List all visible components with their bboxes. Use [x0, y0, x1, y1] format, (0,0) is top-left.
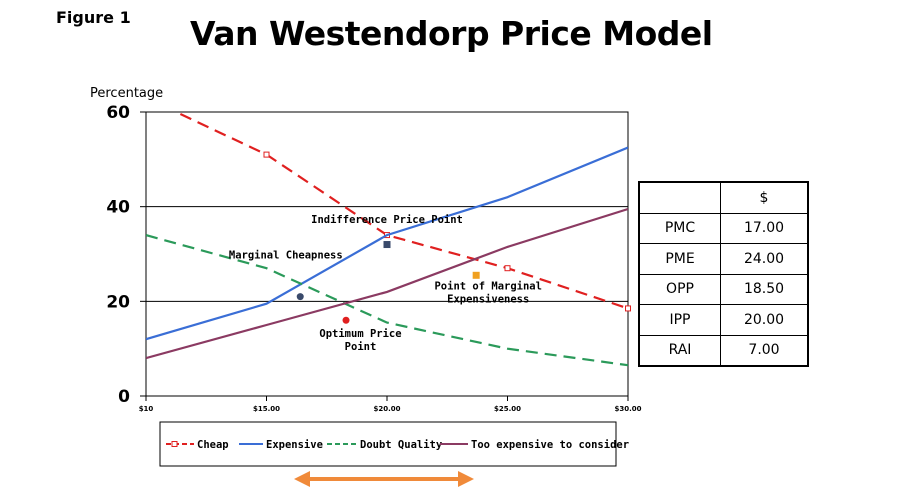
range-arrow-left-head [294, 471, 310, 487]
table-cell-metric: IPP [638, 304, 721, 336]
table-header-cell [638, 181, 721, 214]
table-cell-value: 20.00 [720, 304, 809, 336]
y-tick-label: 60 [106, 103, 130, 123]
series-marker [625, 305, 631, 312]
annotation-line: Optimum Price [319, 328, 401, 340]
legend-label: Too expensive to consider [471, 439, 629, 451]
range-arrow [294, 471, 474, 487]
chart-title: Van Westendorp Price Model [190, 14, 713, 53]
annotation-label: Indifference Price Point [311, 214, 463, 226]
price-table: $ PMC 17.00 PME 24.00 OPP 18.50 IPP 20.0… [638, 181, 809, 367]
legend-box [159, 421, 617, 467]
table-row: IPP 20.00 [638, 304, 809, 336]
y-axis-label: Percentage [90, 86, 163, 101]
table-cell-value: 24.00 [720, 243, 809, 275]
table-row: RAI 7.00 [638, 334, 809, 367]
range-arrow-right-head [458, 471, 474, 487]
table-cell-metric: PME [638, 243, 721, 275]
legend-marker [171, 441, 178, 447]
table-row: OPP 18.50 [638, 273, 809, 305]
table-cell-value: 7.00 [720, 334, 809, 367]
plot-frame [145, 111, 629, 397]
annotation-line: Indifference Price Point [311, 214, 463, 226]
annotation-line: Marginal Cheapness [229, 250, 343, 262]
point-optimum [342, 316, 350, 324]
table-cell-metric: RAI [638, 334, 721, 367]
table-cell-value: 18.50 [720, 273, 809, 305]
legend: Cheap Expensive Doubt Quality Too expensive… [159, 421, 629, 467]
x-tick-label: $20.00 [373, 405, 400, 413]
series-line [146, 207, 628, 360]
annotation-label: Marginal Cheapness [229, 250, 343, 262]
x-tick-label: $10 [139, 405, 154, 413]
figure-label: Figure 1 [56, 8, 131, 27]
legend-label: Expensive [266, 439, 323, 451]
y-tick-label: 0 [118, 387, 130, 407]
table-row: PME 24.00 [638, 243, 809, 275]
series-marker [504, 265, 511, 272]
table-cell-value: 17.00 [720, 212, 809, 244]
table-header-row: $ [638, 181, 809, 214]
series-line [146, 146, 628, 341]
annotation-label: Optimum Price Point [319, 328, 401, 353]
series-line [173, 112, 628, 310]
legend-label: Doubt Quality [360, 439, 443, 451]
y-tick-label: 40 [106, 198, 130, 218]
legend-label: Cheap [197, 439, 229, 451]
series-marker [263, 151, 270, 158]
y-tick-label: 20 [106, 292, 130, 312]
x-tick-label: $25.00 [494, 405, 521, 413]
point-marginal-cheapness [296, 293, 304, 301]
point-marginal-expensiveness [472, 271, 480, 279]
x-tick-label: $30.00 [614, 405, 641, 413]
annotation-line: Point [345, 341, 377, 353]
x-tick-label: $15.00 [253, 405, 280, 413]
annotation-line: Expensiveness [447, 294, 529, 306]
table-header-cell: $ [720, 181, 809, 214]
table-row: PMC 17.00 [638, 212, 809, 244]
annotation-label: Point of Marginal Expensiveness [434, 281, 541, 306]
series-line [146, 234, 628, 367]
table-cell-metric: PMC [638, 212, 721, 244]
table-cell-metric: OPP [638, 273, 721, 305]
point-indifference [383, 241, 391, 249]
annotation-line: Point of Marginal [434, 281, 541, 293]
